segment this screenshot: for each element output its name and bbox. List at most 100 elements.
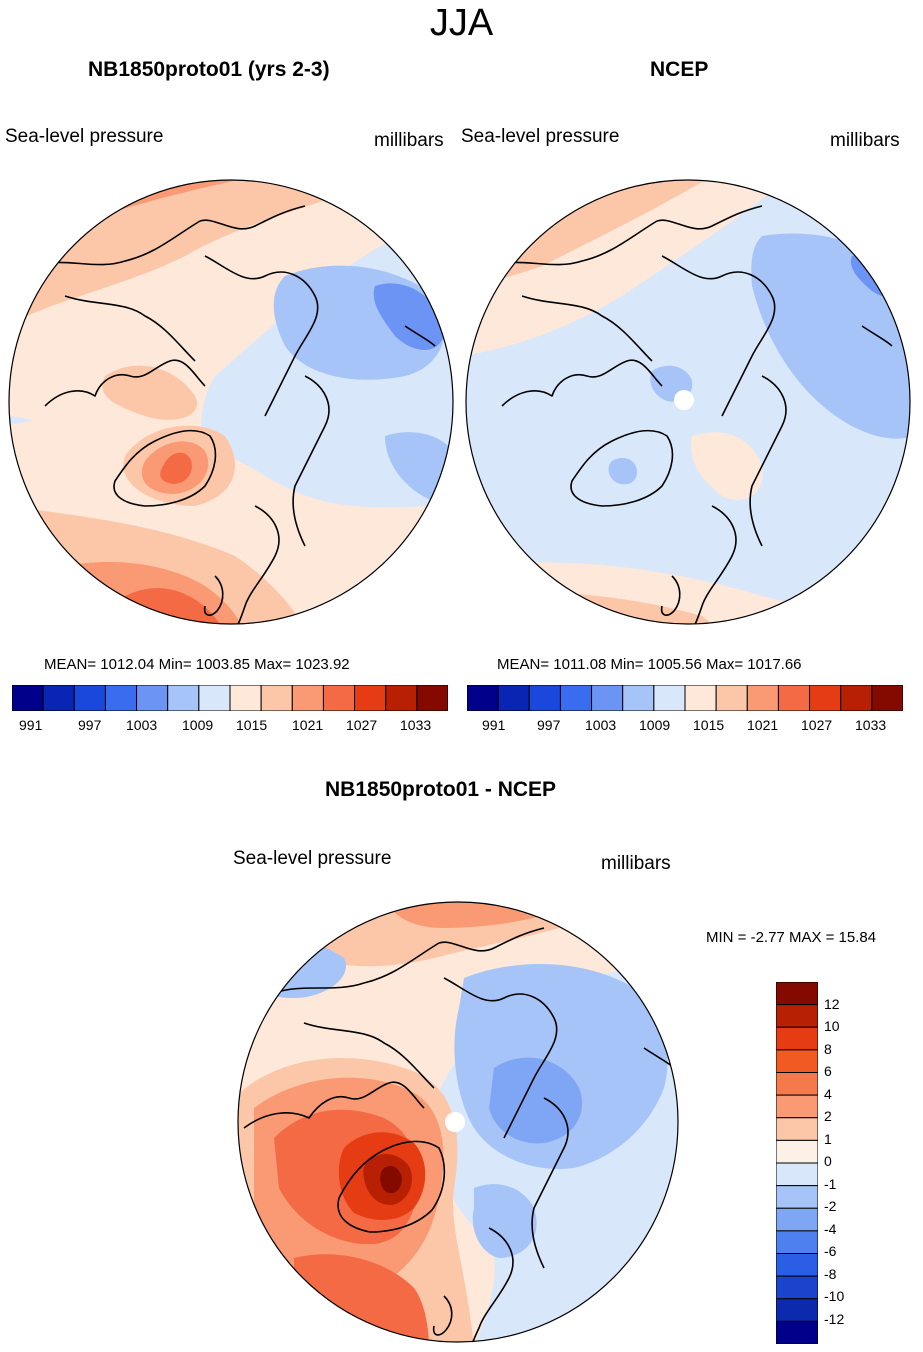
- colorbar-obs-tick: 1021: [747, 717, 779, 733]
- colorbar-swatch: [777, 685, 811, 711]
- colorbar-model-tick: 1003: [126, 717, 158, 733]
- colorbar-obs-tick: 1015: [693, 717, 725, 733]
- polar-map-difference: [237, 901, 679, 1343]
- colorbar-obs-tick: 1033: [855, 717, 887, 733]
- colorbar-difference-tick: -6: [824, 1243, 837, 1259]
- colorbar-obs-tick: 997: [537, 717, 561, 733]
- coastline: [243, 1081, 425, 1129]
- colorbar-swatch: [776, 1162, 818, 1187]
- polar-map-model: [8, 179, 454, 625]
- colorbar-difference-tick: 6: [824, 1063, 832, 1079]
- colorbar-model-tick: 1015: [236, 717, 268, 733]
- coastline: [204, 255, 319, 417]
- colorbar-obs-tick: 1003: [585, 717, 617, 733]
- colorbar-swatch: [871, 685, 903, 711]
- colorbar-swatch: [776, 1026, 818, 1051]
- colorbar-swatch: [776, 1275, 818, 1300]
- colorbar-difference-tick: -12: [824, 1311, 845, 1327]
- contour-region: [691, 432, 763, 500]
- coastline: [113, 429, 217, 507]
- colorbar-swatch: [776, 1004, 818, 1028]
- colorbar-obs-tick: 1009: [639, 717, 671, 733]
- colorbar-model-tick: 1027: [346, 717, 378, 733]
- colorbar-difference-tick: -8: [824, 1266, 837, 1282]
- colorbar-difference-tick: 4: [824, 1086, 832, 1102]
- colorbar-difference-tick: 0: [824, 1153, 832, 1169]
- colorbar-swatch: [167, 685, 200, 711]
- colorbar-swatch: [354, 685, 387, 711]
- panel-obs-units-label: millibars: [830, 130, 900, 151]
- contour-region: [608, 458, 637, 485]
- colorbar-model: [12, 685, 448, 711]
- colorbar-swatch: [715, 685, 748, 711]
- colorbar-swatch: [776, 1072, 818, 1096]
- colorbar-swatch: [776, 1185, 818, 1209]
- coastline: [303, 1022, 435, 1089]
- colorbar-swatch: [12, 685, 44, 711]
- colorbar-obs-ticks: 991 997 1003 1009 1015 1021 1027 1033: [467, 717, 903, 735]
- colorbar-swatch: [528, 685, 561, 711]
- panel-diff-units-label: millibars: [601, 853, 671, 874]
- colorbar-swatch: [136, 685, 169, 711]
- colorbar-swatch: [591, 685, 624, 711]
- coastline: [443, 977, 558, 1139]
- colorbar-swatch: [776, 1320, 818, 1344]
- colorbar-model-tick: 997: [78, 717, 102, 733]
- colorbar-difference-tick: -4: [824, 1221, 837, 1237]
- coastline: [64, 295, 196, 362]
- colorbar-swatch: [497, 685, 530, 711]
- contour-region: [102, 365, 197, 420]
- colorbar-swatch: [653, 685, 686, 711]
- colorbar-obs-tick: 991: [482, 717, 506, 733]
- colorbar-swatch: [467, 685, 499, 711]
- colorbar-obs-tick: 1027: [801, 717, 833, 733]
- colorbar-swatch: [322, 685, 356, 711]
- colorbar-model-ticks: 991 997 1003 1009 1015 1021 1027 1033: [12, 717, 448, 735]
- panel-obs-stats: MEAN= 1011.08 Min= 1005.56 Max= 1017.66: [497, 656, 802, 673]
- colorbar-difference-ticks: 12 10 8 6 4 2 1 0 -1 -2 -4 -6 -8 -10 -12: [824, 982, 854, 1344]
- figure-title: JJA: [429, 2, 494, 44]
- coastline: [273, 927, 545, 994]
- colorbar-swatch: [42, 685, 75, 711]
- colorbar-model-tick: 1033: [400, 717, 432, 733]
- contour-region: [472, 1184, 537, 1258]
- colorbar-swatch: [776, 1298, 818, 1322]
- coastline: [660, 575, 681, 616]
- panel-model-variable-label: Sea-level pressure: [5, 126, 164, 147]
- colorbar-model-tick: 1021: [292, 717, 324, 733]
- contour-region: [373, 283, 445, 350]
- coastline: [491, 205, 763, 267]
- polar-map-obs: [465, 179, 911, 625]
- coastline: [501, 359, 663, 407]
- colorbar-swatch: [809, 685, 842, 711]
- coastline: [432, 1295, 453, 1336]
- coastline: [661, 255, 776, 417]
- colorbar-swatch: [73, 685, 106, 711]
- colorbar-obs: [467, 685, 903, 711]
- colorbar-swatch: [559, 685, 593, 711]
- colorbar-model-tick: 991: [19, 717, 43, 733]
- colorbar-swatch: [776, 1117, 818, 1141]
- colorbar-swatch: [260, 685, 293, 711]
- coastline: [292, 375, 330, 547]
- coastline: [469, 1227, 514, 1342]
- colorbar-swatch: [776, 1094, 818, 1119]
- colorbar-difference-tick: -1: [824, 1176, 837, 1192]
- coastline: [749, 375, 787, 547]
- colorbar-difference-tick: 1: [824, 1131, 832, 1147]
- colorbar-swatch: [840, 685, 873, 711]
- coastline: [337, 1140, 446, 1233]
- coastline: [34, 205, 306, 267]
- contour-region: [160, 452, 192, 484]
- coastline: [203, 575, 224, 616]
- panel-obs-title: NCEP: [650, 58, 709, 81]
- colorbar-swatch: [776, 1207, 818, 1232]
- panel-model-units-label: millibars: [374, 130, 444, 151]
- coastline: [861, 325, 893, 347]
- coastline: [44, 359, 206, 407]
- coastline: [570, 429, 674, 507]
- coastline: [404, 325, 436, 347]
- coastline: [531, 1097, 569, 1269]
- colorbar-swatch: [416, 685, 448, 711]
- colorbar-difference-tick: 10: [824, 1018, 840, 1034]
